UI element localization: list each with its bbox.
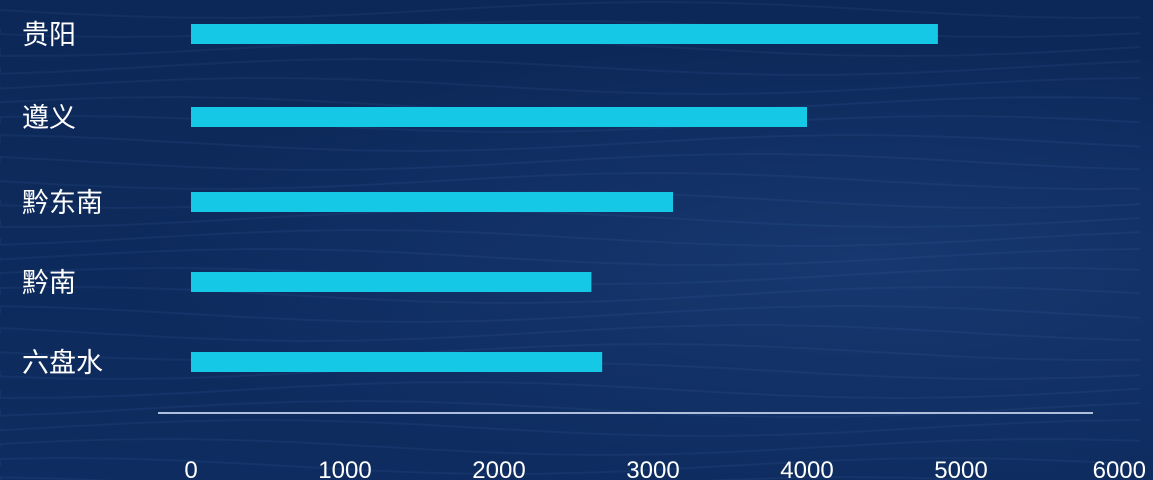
x-tick-label: 5000 <box>934 457 987 480</box>
background-wave <box>0 438 1141 456</box>
category-label: 黔东南 <box>22 188 103 219</box>
background-wave <box>0 248 1141 266</box>
bar-4 <box>191 352 603 372</box>
category-label: 遵义 <box>22 103 76 134</box>
category-label: 黔南 <box>22 268 76 299</box>
x-tick-label: 6000 <box>1093 457 1146 480</box>
x-tick-label: 4000 <box>780 457 833 480</box>
bar-3 <box>191 272 592 292</box>
category-label: 贵阳 <box>22 20 76 51</box>
bar-2 <box>191 192 674 212</box>
background-wave <box>0 210 1141 229</box>
background-wave <box>0 457 1141 475</box>
background-wave <box>0 0 1141 19</box>
x-tick-label: 1000 <box>318 457 371 480</box>
background-wave <box>0 20 1141 38</box>
x-tick-labels: 0 1000 2000 3000 4000 5000 6000 <box>184 457 1146 480</box>
background-wave <box>0 476 994 480</box>
x-tick-label: 3000 <box>626 457 679 480</box>
background-wave <box>0 229 1141 247</box>
x-tick-label: 2000 <box>472 457 525 480</box>
background-wave <box>0 58 1141 76</box>
background-wave <box>0 343 1141 361</box>
background-wave <box>0 324 1141 342</box>
background-wave <box>0 381 1141 400</box>
bar-1 <box>191 107 807 127</box>
category-label: 六盘水 <box>22 348 103 379</box>
background-wave <box>0 115 1141 133</box>
background-wave <box>0 419 1141 437</box>
background-wave <box>0 399 1141 418</box>
x-tick-label: 0 <box>184 457 197 480</box>
background-wave <box>0 134 1141 152</box>
background-wave <box>0 77 1141 95</box>
bar-0 <box>191 24 938 44</box>
background-wave <box>0 305 1141 323</box>
background-wave <box>0 153 1141 171</box>
bars-group <box>191 24 938 372</box>
background-wave <box>0 286 1141 304</box>
background-wave <box>0 172 1141 190</box>
